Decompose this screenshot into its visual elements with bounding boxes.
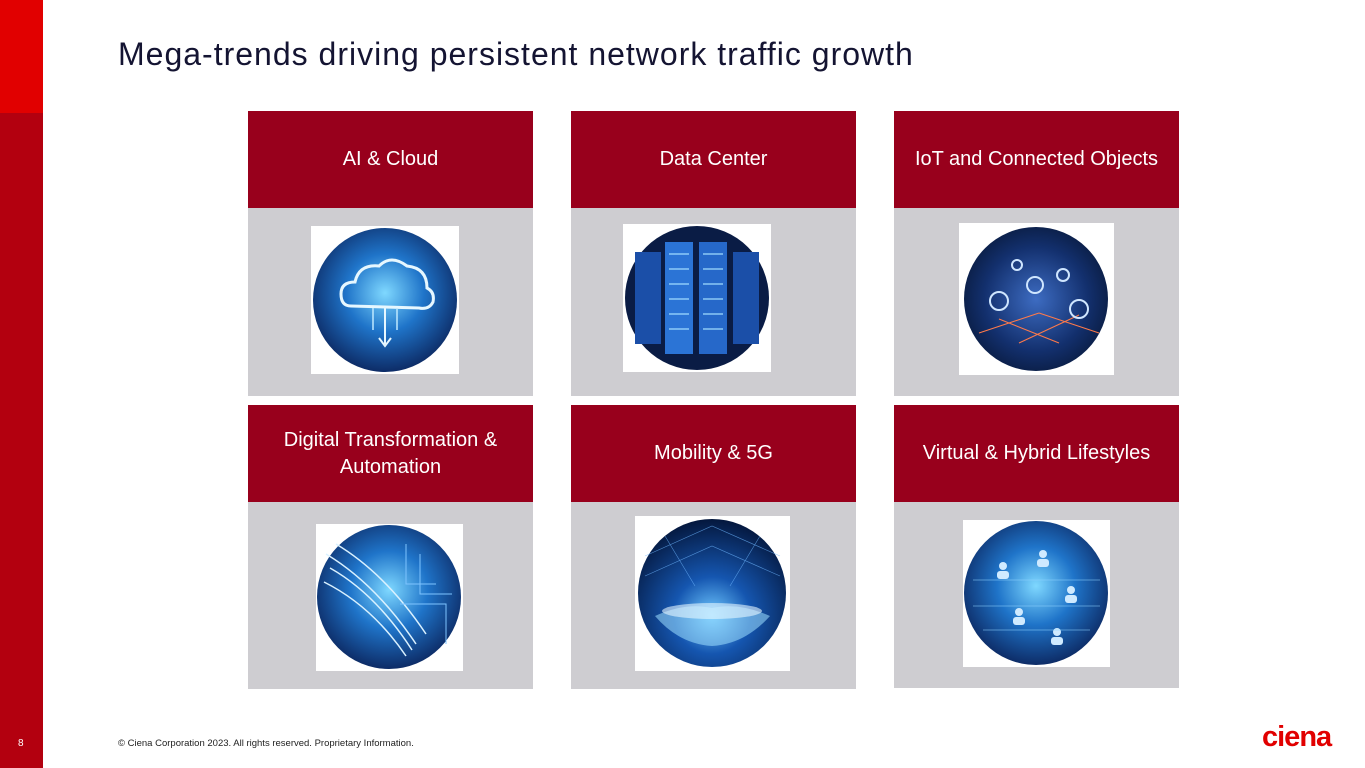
left-sidebar-accent bbox=[0, 0, 43, 113]
connected-network-image bbox=[959, 223, 1114, 375]
globe-network-image bbox=[635, 516, 790, 671]
card-title: IoT and Connected Objects bbox=[894, 111, 1179, 208]
logo-text: ciena bbox=[1262, 721, 1333, 752]
card-ai-cloud: AI & Cloud bbox=[248, 111, 533, 396]
card-title: Virtual & Hybrid Lifestyles bbox=[894, 405, 1179, 502]
slide-title: Mega-trends driving persistent network t… bbox=[118, 36, 914, 72]
card-mobility-5g: Mobility & 5G bbox=[571, 405, 856, 689]
server-racks-image bbox=[623, 224, 771, 372]
card-iot: IoT and Connected Objects bbox=[894, 111, 1179, 396]
card-title: Digital Transformation & Automation bbox=[248, 405, 533, 502]
cloud-computing-image bbox=[311, 226, 459, 374]
copyright-footer: © Ciena Corporation 2023. All rights res… bbox=[118, 738, 414, 749]
left-sidebar-bar bbox=[0, 0, 43, 768]
card-title: Data Center bbox=[571, 111, 856, 208]
card-title: Mobility & 5G bbox=[571, 405, 856, 502]
card-title: AI & Cloud bbox=[248, 111, 533, 208]
card-digital-transformation: Digital Transformation & Automation bbox=[248, 405, 533, 689]
connected-people-image bbox=[963, 520, 1110, 667]
page-number: 8 bbox=[18, 738, 24, 749]
card-data-center: Data Center bbox=[571, 111, 856, 396]
ciena-logo: ciena bbox=[1262, 721, 1334, 752]
fiber-optic-circuit-image bbox=[316, 524, 463, 671]
card-virtual-hybrid: Virtual & Hybrid Lifestyles bbox=[894, 405, 1179, 688]
